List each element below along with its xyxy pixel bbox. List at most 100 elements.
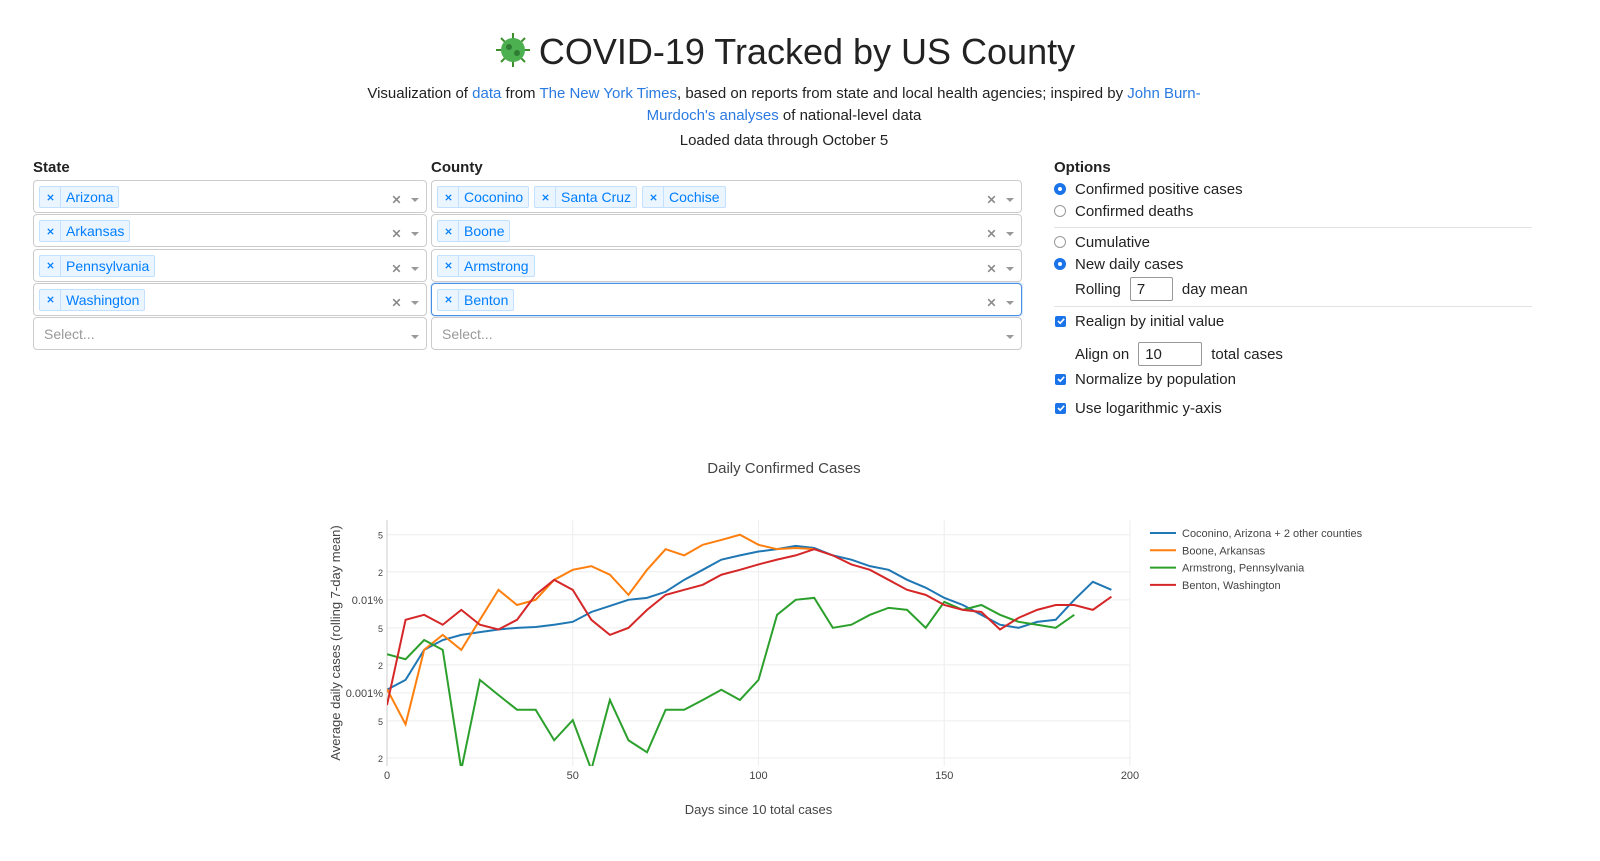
- series-line: [387, 596, 1075, 766]
- y-tick-label: 0.001%: [346, 688, 384, 700]
- cross-path: [649, 193, 657, 201]
- tag[interactable]: Pennsylvania: [39, 254, 156, 277]
- tag-remove[interactable]: [438, 295, 458, 304]
- radio[interactable]: [1054, 258, 1066, 270]
- select-box[interactable]: Washington: [33, 282, 427, 316]
- cross-path: [392, 298, 401, 307]
- dropdown-caret[interactable]: [1005, 261, 1015, 279]
- option-suffix: day mean: [1181, 280, 1248, 298]
- caret-path: [411, 232, 419, 237]
- tag[interactable]: Santa Cruz: [534, 186, 638, 208]
- tag[interactable]: Washington: [39, 288, 146, 311]
- caret-path: [1006, 232, 1014, 237]
- tag-remove[interactable]: [40, 295, 60, 304]
- x-tick-label: 50: [567, 770, 579, 782]
- tag[interactable]: Arizona: [39, 186, 120, 208]
- cross-path: [444, 228, 452, 235]
- cross-path: [46, 193, 54, 201]
- cross-icon: [987, 264, 996, 272]
- caret-path: [1006, 335, 1014, 340]
- cross-path: [987, 264, 996, 272]
- select-box[interactable]: Select...: [431, 317, 1022, 351]
- tag[interactable]: Boone: [437, 220, 511, 243]
- select-box[interactable]: Coconino Santa Cruz Cochise: [431, 180, 1022, 213]
- y-axis-label: Average daily cases (rolling 7-day mean): [328, 525, 343, 760]
- select-box[interactable]: Arizona: [33, 180, 427, 213]
- dropdown-caret[interactable]: [1005, 295, 1015, 313]
- link[interactable]: John Burn-Murdoch's analyses: [646, 85, 1201, 124]
- checkbox[interactable]: [1055, 402, 1066, 414]
- clear-button[interactable]: [986, 261, 997, 279]
- radio[interactable]: [1054, 183, 1066, 195]
- tag-remove[interactable]: [535, 193, 555, 202]
- tag-remove[interactable]: [40, 261, 60, 270]
- select-box[interactable]: Boone: [431, 214, 1022, 248]
- clear-button[interactable]: [391, 192, 402, 210]
- cross-icon: [987, 229, 996, 238]
- dropdown-caret[interactable]: [410, 261, 420, 279]
- select-box[interactable]: Select...: [33, 317, 427, 351]
- dropdown-caret[interactable]: [410, 226, 420, 244]
- cross-path: [541, 193, 549, 201]
- clear-button[interactable]: [986, 192, 997, 210]
- x-tick-label: 200: [1121, 770, 1139, 782]
- tag-remove[interactable]: [438, 227, 458, 236]
- option-label: Align on: [1075, 345, 1130, 363]
- legend-label: Benton, Washington: [1182, 580, 1281, 592]
- select-box[interactable]: Armstrong: [431, 248, 1022, 282]
- subtitle-text: , based on reports from state and local …: [677, 85, 1128, 102]
- link[interactable]: data: [472, 85, 502, 102]
- tag[interactable]: Coconino: [437, 186, 530, 208]
- page-title: COVID-19 Tracked by US County: [0, 30, 1568, 73]
- cross-icon: [392, 195, 401, 204]
- tag-text: Santa Cruz: [555, 187, 636, 207]
- option-row: Realign by initial value: [1055, 310, 1224, 332]
- clear-button[interactable]: [986, 226, 997, 244]
- select-box[interactable]: Pennsylvania: [33, 248, 427, 282]
- dropdown-caret[interactable]: [1005, 192, 1015, 210]
- checkbox[interactable]: [1055, 373, 1066, 385]
- tick-icon: [1056, 376, 1065, 383]
- select-box[interactable]: Arkansas: [33, 214, 427, 248]
- caret-path: [411, 198, 419, 202]
- tag[interactable]: Benton: [437, 288, 515, 311]
- tag[interactable]: Arkansas: [39, 220, 131, 243]
- dropdown-caret[interactable]: [1005, 329, 1015, 347]
- x-tick-label: 0: [384, 770, 390, 782]
- caret-icon: [411, 198, 419, 202]
- link[interactable]: The New York Times: [539, 85, 677, 102]
- clear-button[interactable]: [391, 295, 402, 313]
- option-row: Confirmed deaths: [1054, 200, 1193, 222]
- text-input[interactable]: 7: [1129, 277, 1173, 301]
- select-box[interactable]: Benton: [431, 282, 1022, 316]
- cross-icon: [392, 264, 401, 272]
- option-row: Confirmed positive cases: [1054, 178, 1243, 200]
- text-input[interactable]: 10: [1138, 342, 1203, 366]
- cross-path: [987, 195, 996, 204]
- radio[interactable]: [1054, 205, 1066, 217]
- tag-remove[interactable]: [40, 227, 60, 236]
- tick-icon: [1056, 318, 1065, 325]
- tag-remove[interactable]: [40, 193, 60, 202]
- dropdown-caret[interactable]: [410, 295, 420, 313]
- tag-remove[interactable]: [643, 193, 663, 202]
- option-label: New daily cases: [1075, 255, 1184, 273]
- tag-remove[interactable]: [438, 193, 458, 202]
- dropdown-caret[interactable]: [410, 329, 420, 347]
- dropdown-caret[interactable]: [410, 192, 420, 210]
- separator: [1054, 306, 1532, 307]
- cross-icon: [444, 193, 452, 201]
- caret-path: [411, 300, 419, 305]
- tag[interactable]: Cochise: [642, 186, 726, 208]
- clear-button[interactable]: [986, 295, 997, 313]
- radio[interactable]: [1054, 236, 1066, 248]
- clear-button[interactable]: [391, 226, 402, 244]
- dropdown-caret[interactable]: [1005, 226, 1015, 244]
- tag-remove[interactable]: [438, 261, 458, 270]
- checkbox[interactable]: [1055, 315, 1066, 327]
- tag[interactable]: Armstrong: [437, 254, 535, 277]
- clear-button[interactable]: [391, 261, 402, 279]
- option-row: Use logarithmic y-axis: [1055, 397, 1222, 419]
- chart-title: Daily Confirmed Cases: [707, 460, 860, 477]
